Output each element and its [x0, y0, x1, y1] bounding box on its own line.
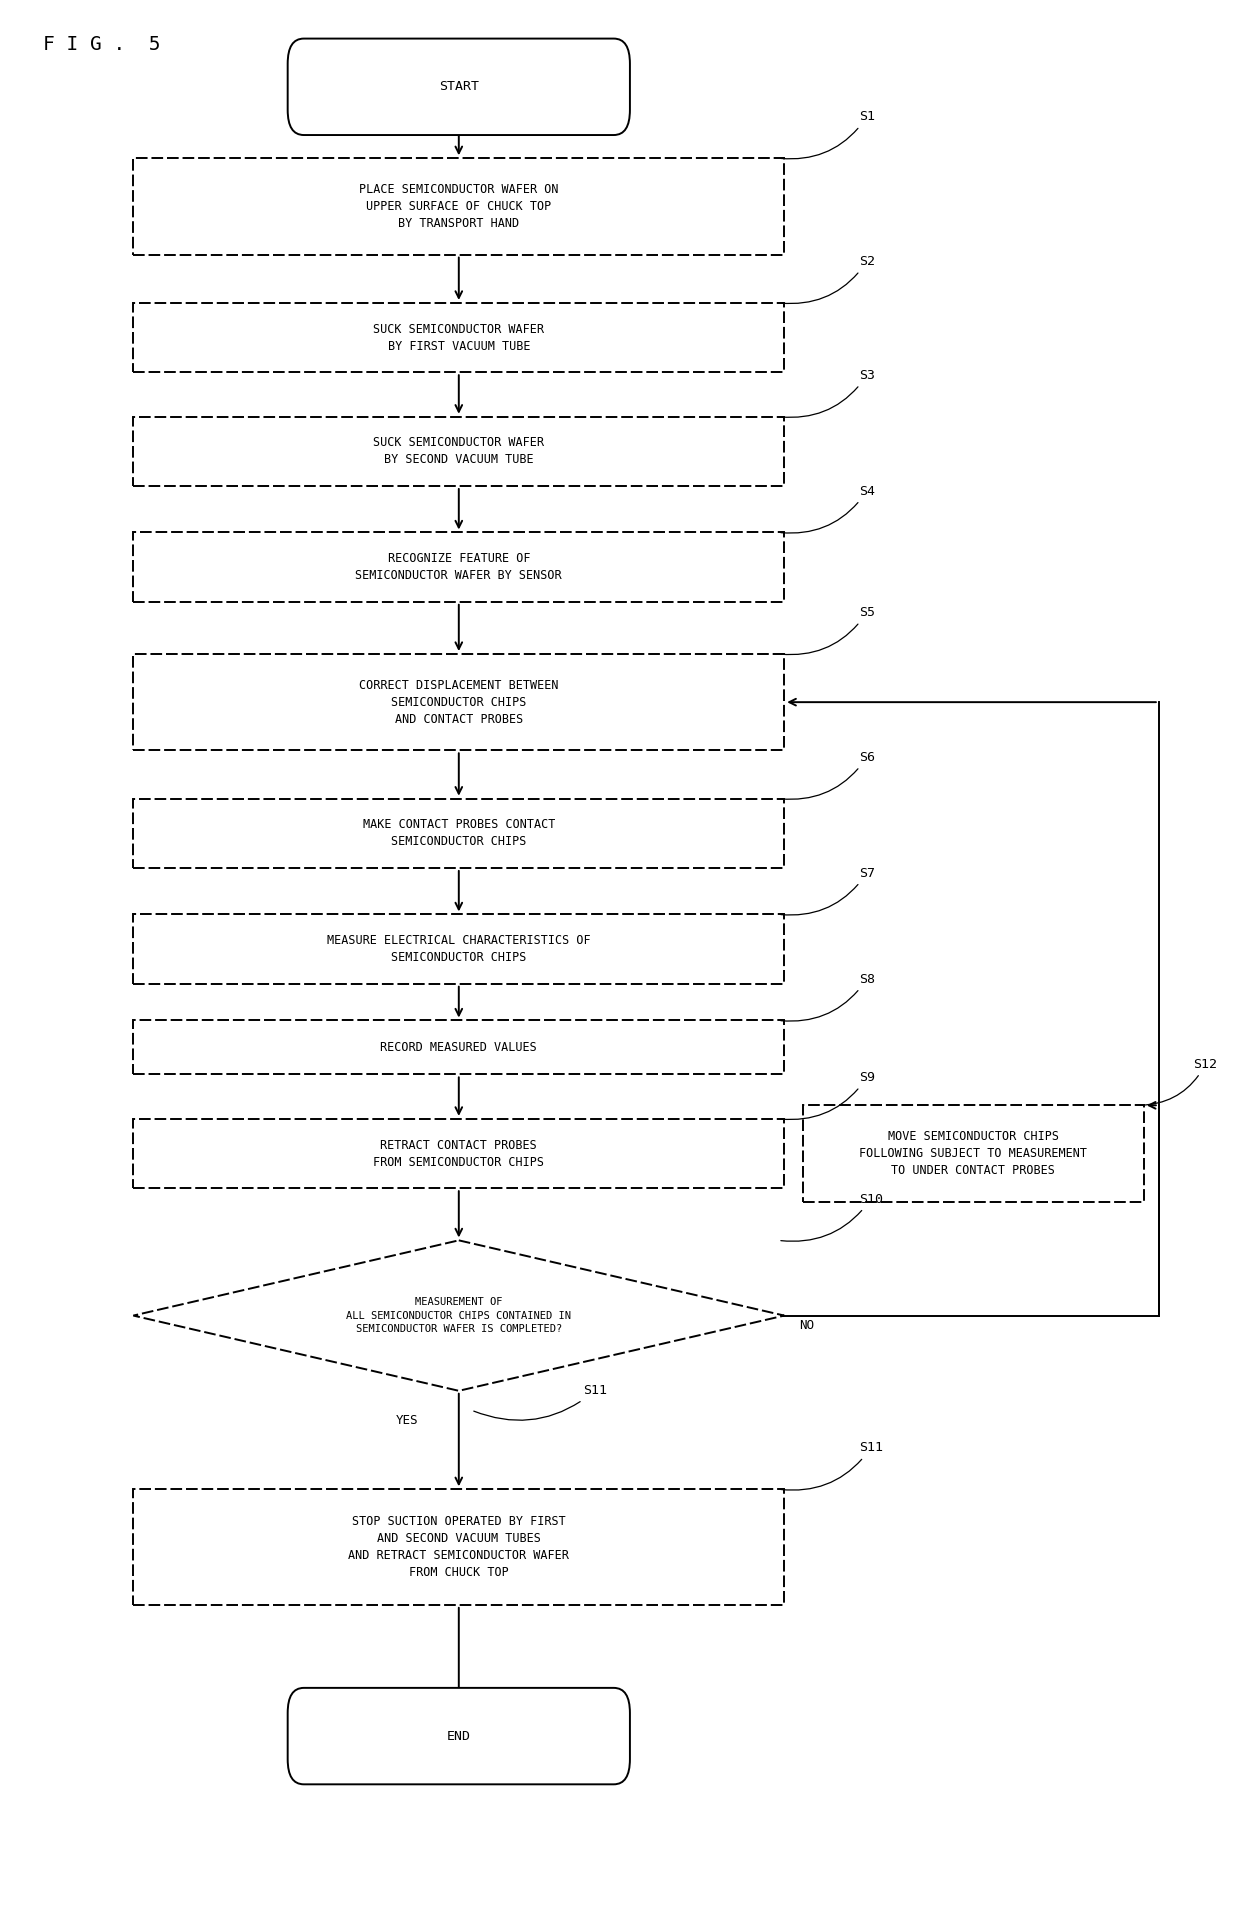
- Bar: [133, 303, 785, 372]
- Text: START: START: [439, 81, 479, 93]
- Bar: [133, 1489, 785, 1605]
- Bar: [133, 654, 785, 750]
- Text: S3: S3: [781, 368, 874, 417]
- Text: S10: S10: [781, 1192, 883, 1240]
- Text: RETRACT CONTACT PROBES
FROM SEMICONDUCTOR CHIPS: RETRACT CONTACT PROBES FROM SEMICONDUCTO…: [373, 1138, 544, 1169]
- Text: S7: S7: [781, 866, 874, 914]
- Text: S6: S6: [781, 750, 874, 799]
- Text: NO: NO: [800, 1319, 815, 1331]
- Bar: [133, 417, 785, 486]
- Text: S4: S4: [781, 484, 874, 532]
- Text: SUCK SEMICONDUCTOR WAFER
BY FIRST VACUUM TUBE: SUCK SEMICONDUCTOR WAFER BY FIRST VACUUM…: [373, 322, 544, 353]
- Text: RECORD MEASURED VALUES: RECORD MEASURED VALUES: [381, 1042, 537, 1053]
- Text: MAKE CONTACT PROBES CONTACT
SEMICONDUCTOR CHIPS: MAKE CONTACT PROBES CONTACT SEMICONDUCTO…: [362, 818, 556, 849]
- Text: MOVE SEMICONDUCTOR CHIPS
FOLLOWING SUBJECT TO MEASUREMENT
TO UNDER CONTACT PROBE: MOVE SEMICONDUCTOR CHIPS FOLLOWING SUBJE…: [859, 1130, 1087, 1177]
- Text: PLACE SEMICONDUCTOR WAFER ON
UPPER SURFACE OF CHUCK TOP
BY TRANSPORT HAND: PLACE SEMICONDUCTOR WAFER ON UPPER SURFA…: [360, 183, 558, 230]
- Text: RECOGNIZE FEATURE OF
SEMICONDUCTOR WAFER BY SENSOR: RECOGNIZE FEATURE OF SEMICONDUCTOR WAFER…: [356, 552, 562, 583]
- Text: S5: S5: [781, 606, 874, 654]
- Bar: [133, 914, 785, 984]
- Text: S1: S1: [781, 110, 874, 158]
- Text: S12: S12: [1141, 1057, 1218, 1105]
- Bar: [133, 532, 785, 602]
- Text: S11: S11: [781, 1441, 883, 1489]
- Text: CORRECT DISPLACEMENT BETWEEN
SEMICONDUCTOR CHIPS
AND CONTACT PROBES: CORRECT DISPLACEMENT BETWEEN SEMICONDUCT…: [360, 679, 558, 725]
- FancyBboxPatch shape: [288, 39, 630, 135]
- Text: END: END: [446, 1730, 471, 1742]
- Polygon shape: [133, 1240, 785, 1391]
- Text: MEASUREMENT OF
ALL SEMICONDUCTOR CHIPS CONTAINED IN
SEMICONDUCTOR WAFER IS COMPL: MEASUREMENT OF ALL SEMICONDUCTOR CHIPS C…: [346, 1298, 572, 1333]
- Text: S2: S2: [781, 255, 874, 303]
- Text: MEASURE ELECTRICAL CHARACTERISTICS OF
SEMICONDUCTOR CHIPS: MEASURE ELECTRICAL CHARACTERISTICS OF SE…: [327, 934, 590, 964]
- Bar: [133, 1119, 785, 1188]
- Text: SUCK SEMICONDUCTOR WAFER
BY SECOND VACUUM TUBE: SUCK SEMICONDUCTOR WAFER BY SECOND VACUU…: [373, 436, 544, 467]
- Bar: [133, 158, 785, 255]
- Bar: [133, 799, 785, 868]
- Text: S11: S11: [474, 1385, 606, 1420]
- Text: STOP SUCTION OPERATED BY FIRST
AND SECOND VACUUM TUBES
AND RETRACT SEMICONDUCTOR: STOP SUCTION OPERATED BY FIRST AND SECON…: [348, 1514, 569, 1580]
- Bar: [804, 1105, 1145, 1202]
- FancyBboxPatch shape: [288, 1688, 630, 1784]
- Bar: [133, 1020, 785, 1074]
- Text: YES: YES: [396, 1414, 418, 1427]
- Text: S8: S8: [781, 972, 874, 1020]
- Text: S9: S9: [781, 1071, 874, 1119]
- Text: F I G .  5: F I G . 5: [43, 35, 161, 54]
